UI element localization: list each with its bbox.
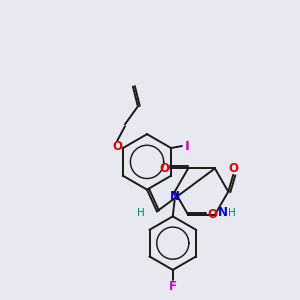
Text: O: O	[207, 208, 217, 221]
Text: O: O	[228, 162, 238, 175]
Text: O: O	[159, 162, 170, 175]
Text: N: N	[218, 206, 228, 219]
Text: F: F	[169, 280, 177, 293]
Text: O: O	[112, 140, 122, 152]
Text: I: I	[184, 140, 189, 152]
Text: N: N	[170, 190, 180, 203]
Text: H: H	[137, 208, 145, 218]
Text: H: H	[228, 208, 236, 218]
